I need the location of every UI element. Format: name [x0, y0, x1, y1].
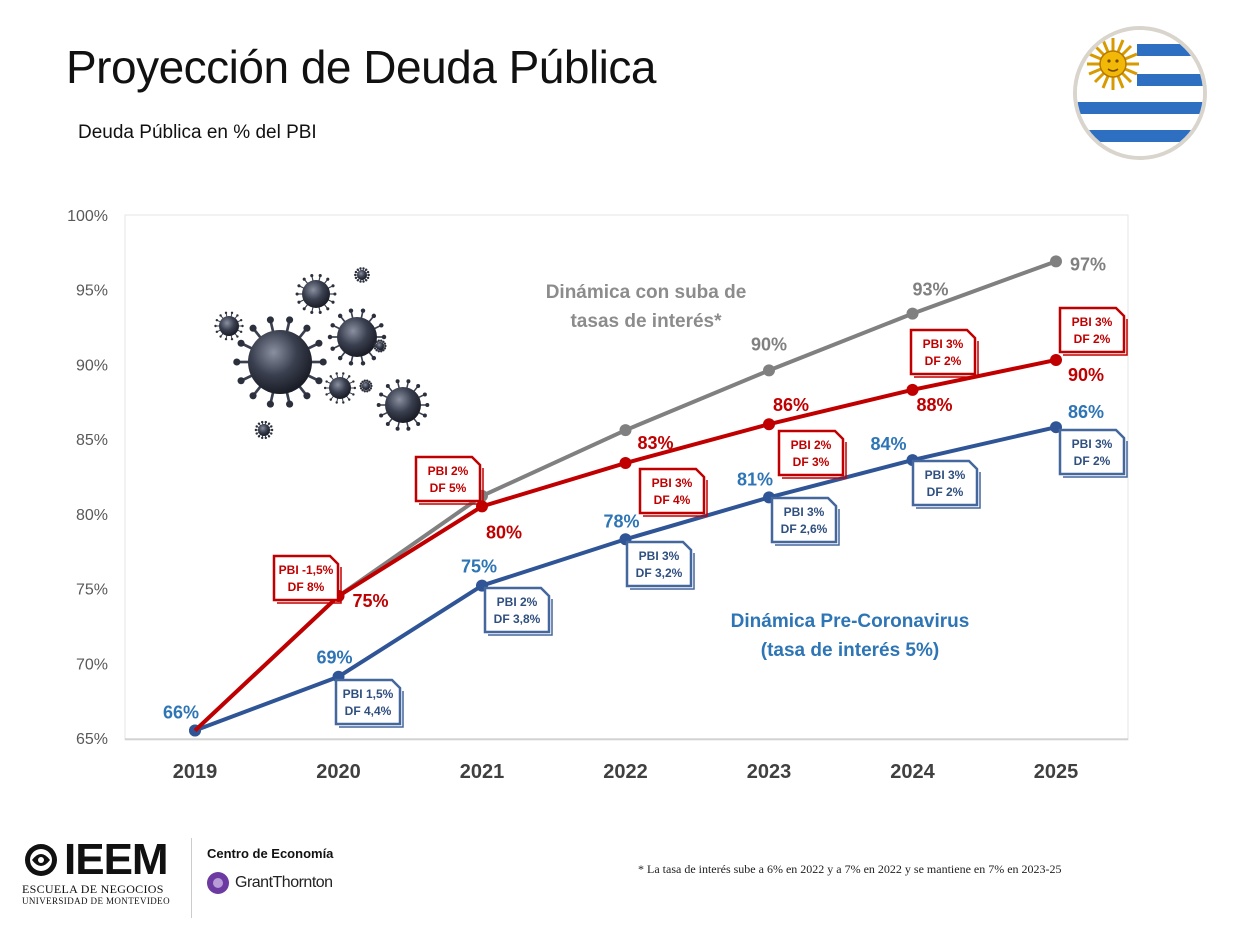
blue-annotation-text: DF 3,2% [636, 566, 683, 580]
plot-area [124, 214, 1129, 741]
y-tick-label: 65% [76, 731, 108, 748]
blue-annotation-box: PBI 3% DF 2% [1058, 428, 1128, 478]
uruguay-flag-graphic [1077, 30, 1203, 156]
y-tick-label: 75% [76, 582, 108, 599]
blue-value-label: 84% [870, 434, 906, 454]
ieem-emblem-icon [25, 844, 57, 876]
y-tick-label: 90% [76, 357, 108, 374]
gray-series-annotation: Dinámica con suba de [546, 282, 747, 303]
blue-annotation-box: PBI 3% DF 2% [911, 459, 981, 509]
red-annotation-box: PBI 2% DF 3% [777, 429, 847, 479]
red-annotation-text: DF 3% [793, 455, 830, 469]
red-annotation-text: DF 2% [1074, 332, 1111, 346]
x-tick-label: 2024 [890, 761, 935, 783]
coronavirus-illustration [214, 267, 430, 440]
x-tick-label: 2019 [173, 761, 218, 783]
blue-value-label: 78% [603, 511, 639, 531]
blue-annotation-text: DF 2% [1074, 454, 1111, 468]
gray-value-label: 97% [1070, 254, 1106, 274]
gray-value-label: 93% [912, 280, 948, 300]
blue-value-label: 81% [737, 469, 773, 489]
blue-annotation-text: DF 3,8% [494, 612, 541, 626]
blue-annotation-box: PBI 2% DF 3,8% [483, 586, 553, 636]
red-annotation-box: PBI 3% DF 2% [909, 328, 979, 378]
blue-annotation-text: PBI 3% [784, 505, 825, 519]
red-data-point [1050, 353, 1062, 366]
grant-thornton-logo: Centro de Economía GrantThornton [207, 846, 357, 906]
blue-value-label: 69% [316, 648, 352, 668]
blue-annotation-text: DF 4,4% [345, 704, 392, 718]
page-title: Proyección de Deuda Pública [66, 41, 656, 93]
y-tick-label: 70% [76, 656, 108, 673]
gray-data-point [619, 424, 632, 437]
red-annotation-box: PBI 2% DF 5% [414, 455, 484, 505]
red-annotation-text: PBI 2% [791, 438, 832, 452]
red-annotation-text: PBI 3% [652, 476, 693, 490]
y-tick-label: 95% [76, 283, 108, 300]
blue-series-annotation: Dinámica Pre-Coronavirus [731, 611, 970, 632]
page-subtitle: Deuda Pública en % del PBI [78, 122, 317, 143]
blue-value-label: 75% [461, 557, 497, 577]
blue-annotation-text: DF 2% [927, 485, 964, 499]
y-tick-label: 80% [76, 507, 108, 524]
grant-thornton-icon [207, 872, 229, 894]
gray-series-annotation: tasas de interés* [570, 311, 722, 332]
gray-data-point [906, 307, 919, 320]
gray-data-point [763, 364, 775, 377]
red-value-label: 75% [352, 591, 388, 611]
ieem-university: UNIVERSIDAD DE MONTEVIDEO [22, 896, 170, 906]
ieem-tagline: ESCUELA DE NEGOCIOS [22, 882, 164, 896]
blue-annotation-text: PBI 3% [1072, 437, 1113, 451]
red-data-point [619, 457, 632, 470]
red-value-label: 86% [773, 395, 809, 415]
red-annotation-text: DF 5% [430, 481, 467, 495]
footnote: * La tasa de interés sube a 6% en 2022 y… [638, 862, 1062, 876]
red-annotation-text: PBI 2% [428, 464, 469, 478]
blue-annotation-text: PBI 2% [497, 595, 538, 609]
blue-series-annotation: (tasa de interés 5%) [761, 640, 939, 661]
red-annotation-text: DF 8% [288, 580, 325, 594]
red-value-label: 83% [637, 433, 673, 453]
gray-value-label: 90% [751, 334, 787, 354]
blue-annotation-box: PBI 3% DF 2,6% [770, 496, 840, 546]
red-annotation-box: PBI 3% DF 4% [638, 467, 708, 517]
blue-value-label: 66% [163, 703, 199, 723]
ieem-logo: IEEM ESCUELA DE NEGOCIOS UNIVERSIDAD DE … [22, 838, 182, 910]
y-tick-label: 85% [76, 432, 108, 449]
logo-divider [191, 838, 192, 918]
red-data-point [763, 418, 775, 431]
blue-annotation-text: PBI 3% [925, 468, 966, 482]
x-tick-label: 2021 [460, 761, 505, 783]
uruguay-flag-icon [1073, 26, 1207, 160]
blue-annotation-text: DF 2,6% [781, 522, 828, 536]
partner-name: GrantThornton [235, 874, 333, 891]
blue-annotation-text: PBI 1,5% [343, 687, 394, 701]
y-tick-label: 100% [67, 208, 108, 225]
x-tick-label: 2020 [316, 761, 361, 783]
red-annotation-text: PBI 3% [1072, 315, 1113, 329]
red-annotation-text: DF 2% [925, 354, 962, 368]
red-value-label: 80% [486, 522, 522, 542]
blue-annotation-text: PBI 3% [639, 549, 680, 563]
x-tick-label: 2023 [747, 761, 792, 783]
red-annotation-text: DF 4% [654, 493, 691, 507]
red-annotation-box: PBI -1,5% DF 8% [272, 554, 342, 604]
red-annotation-box: PBI 3% DF 2% [1058, 306, 1128, 356]
red-value-label: 88% [916, 395, 952, 415]
blue-annotation-box: PBI 1,5% DF 4,4% [334, 678, 404, 728]
blue-annotation-box: PBI 3% DF 3,2% [625, 540, 695, 590]
gray-data-point [1050, 255, 1062, 268]
red-annotation-text: PBI 3% [923, 337, 964, 351]
red-data-point [906, 383, 919, 396]
red-value-label: 90% [1068, 365, 1104, 385]
partner-label: Centro de Economía [207, 846, 334, 861]
x-tick-label: 2025 [1034, 761, 1079, 783]
blue-value-label: 86% [1068, 402, 1104, 422]
red-annotation-text: PBI -1,5% [279, 563, 334, 577]
x-tick-label: 2022 [603, 761, 648, 783]
ieem-wordmark: IEEM [64, 835, 169, 884]
